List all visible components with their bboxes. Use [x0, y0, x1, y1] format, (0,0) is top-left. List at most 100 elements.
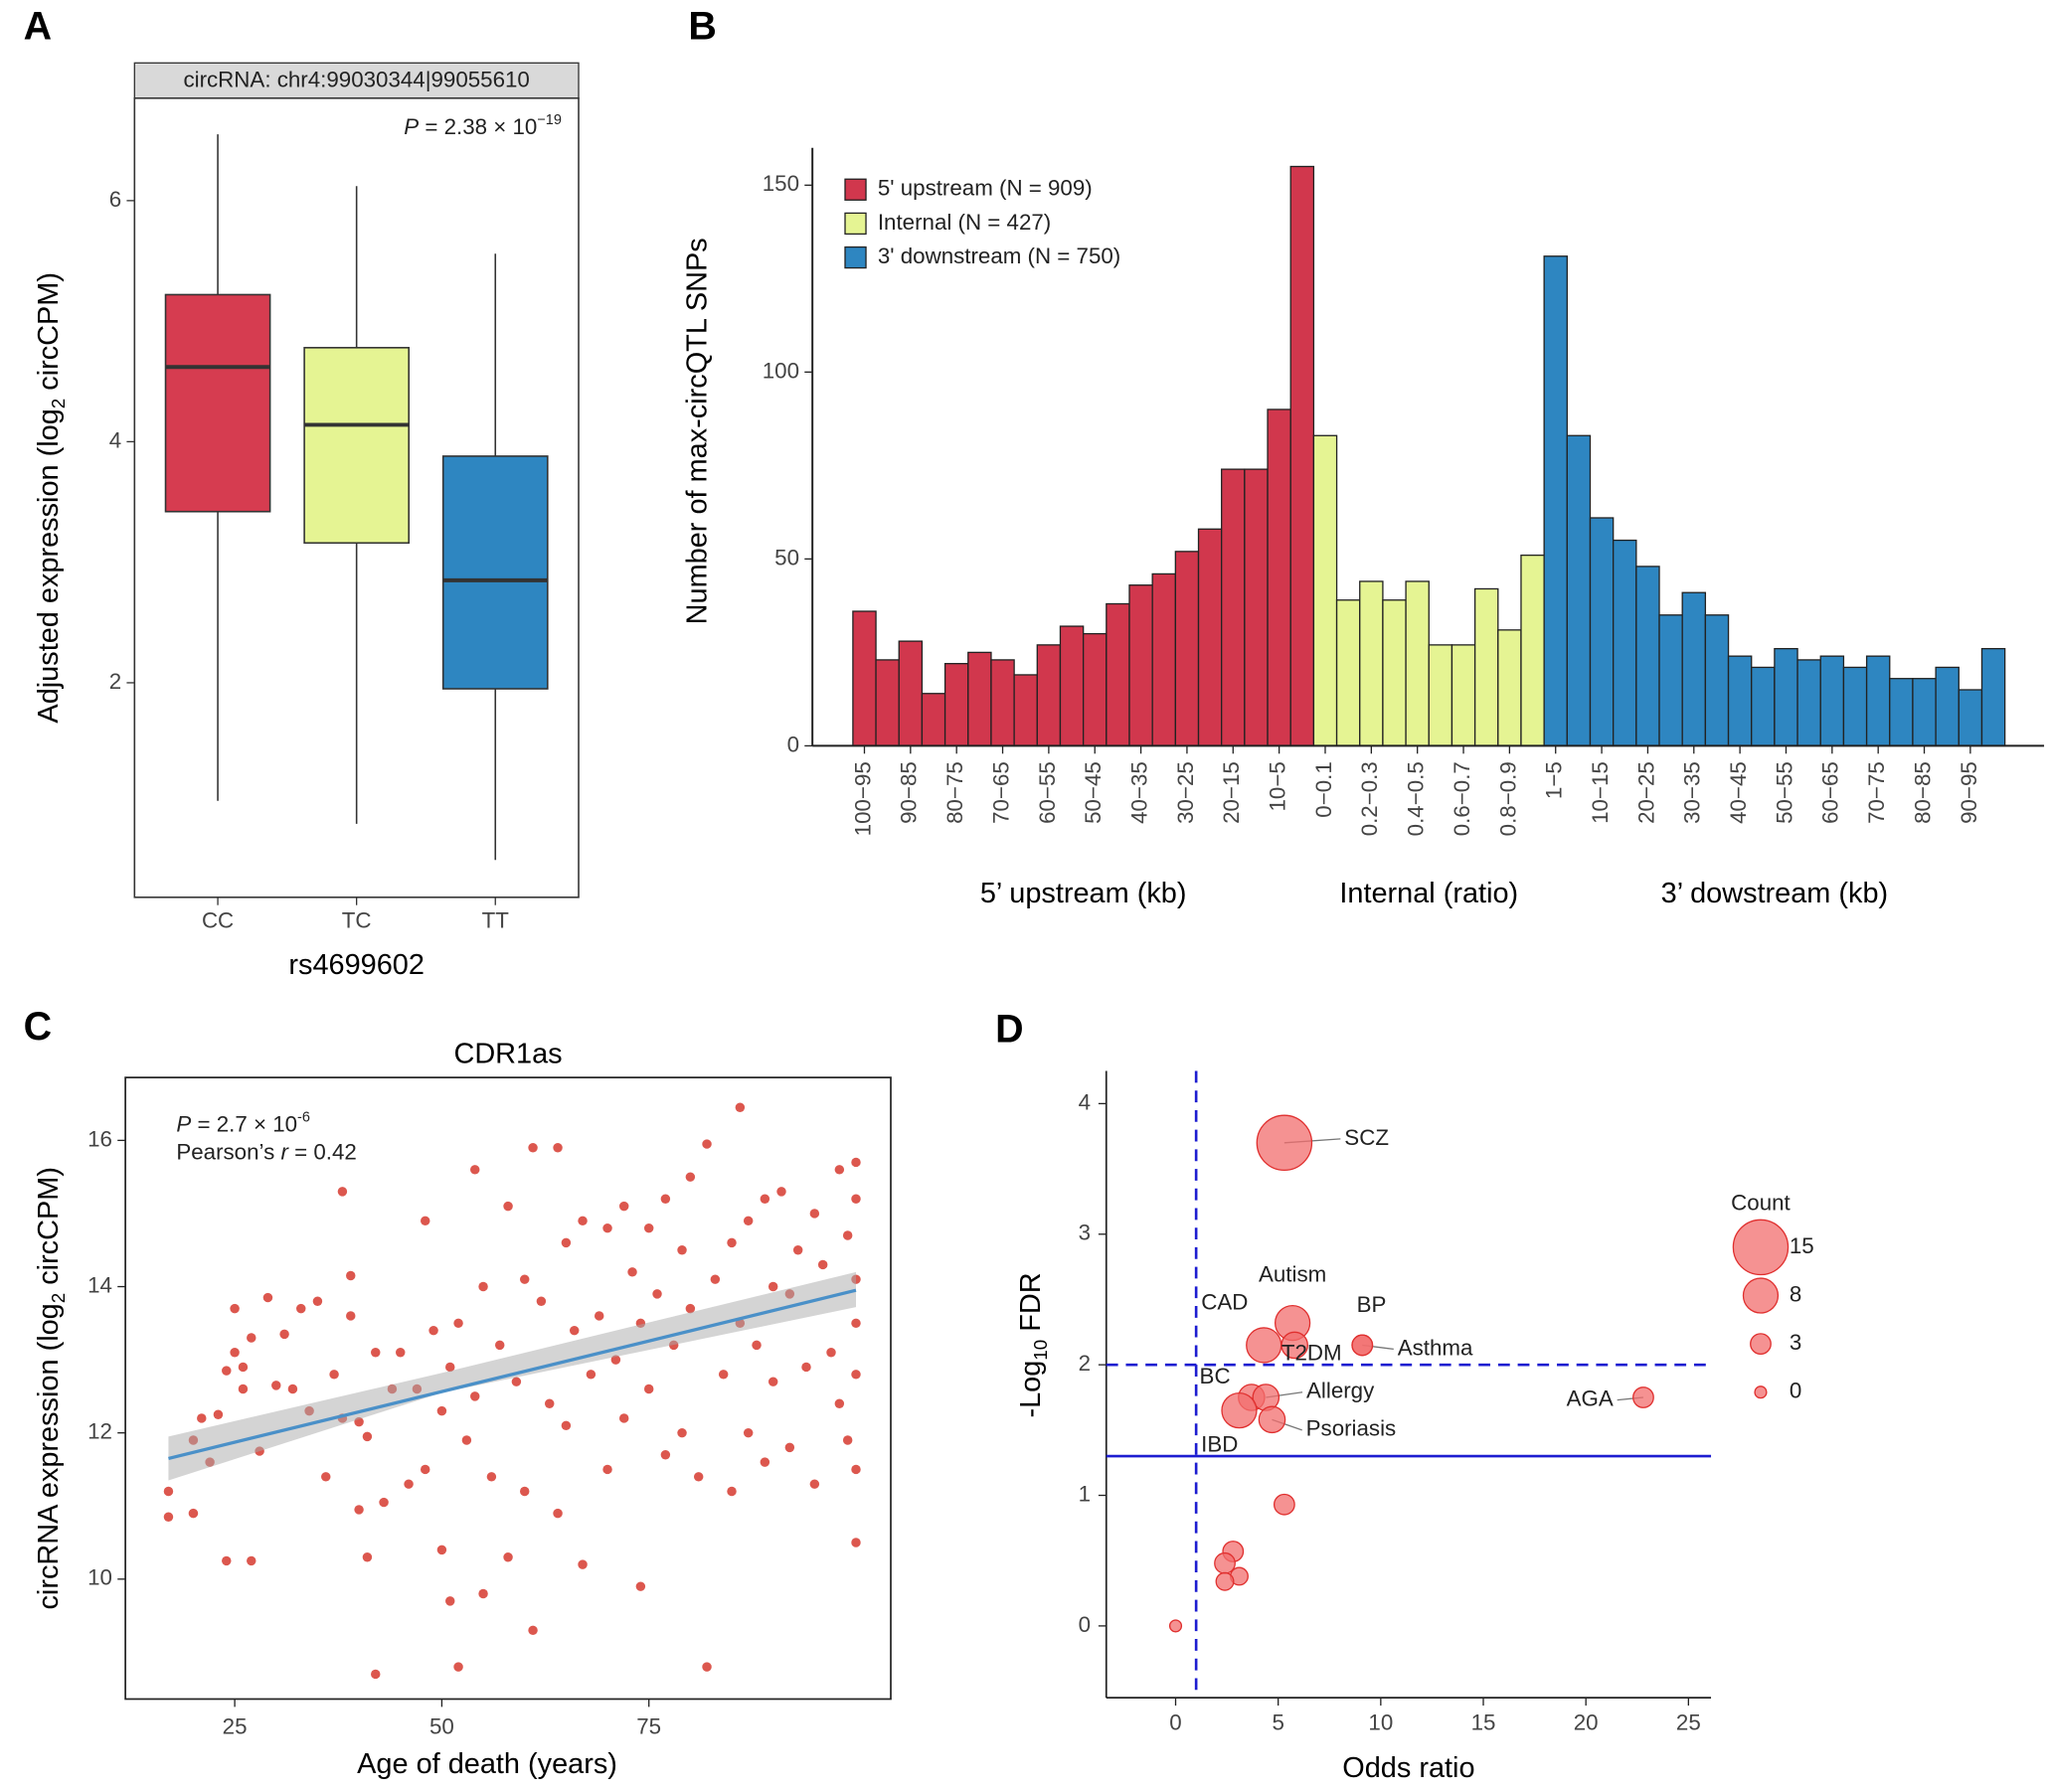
bar: [1842, 666, 1868, 747]
bar: [1106, 602, 1130, 747]
bar: [1359, 580, 1384, 747]
x-axis-title: Age of death (years): [357, 1748, 617, 1780]
x-tick-label: 25: [1676, 1710, 1701, 1734]
point: [586, 1370, 597, 1380]
bar: [1865, 655, 1891, 747]
point: [287, 1384, 298, 1394]
point: [553, 1508, 563, 1519]
annotation: P = 2.38 × 10−19: [404, 112, 562, 139]
point: [503, 1552, 513, 1562]
point: [428, 1325, 438, 1336]
point: [809, 1479, 820, 1489]
point: [436, 1545, 447, 1555]
box: [441, 455, 549, 690]
legend-bubble: [1750, 1333, 1772, 1356]
point: [553, 1143, 563, 1153]
point: [594, 1311, 604, 1321]
legend-title: Count: [1731, 1190, 1791, 1215]
point: [271, 1381, 281, 1390]
y-tick-label: 4: [1079, 1089, 1091, 1114]
bar: [1566, 434, 1592, 747]
point: [511, 1377, 522, 1386]
point: [743, 1427, 754, 1438]
y-tick-label: 50: [774, 545, 799, 570]
y-tick-label: 1: [1079, 1481, 1091, 1506]
y-tick-label: 10: [87, 1565, 112, 1590]
bar: [1589, 517, 1615, 747]
legend-label: 5' upstream (N = 909): [878, 176, 1093, 201]
point: [519, 1274, 530, 1284]
y-tick-label: 0: [1079, 1612, 1091, 1637]
point: [453, 1662, 463, 1672]
x-tick-label: 30−35: [1680, 761, 1705, 824]
panel-label: D: [995, 1008, 1023, 1052]
point: [851, 1157, 861, 1168]
legend-label: 8: [1790, 1281, 1801, 1306]
point: [296, 1303, 306, 1314]
bubble: [1215, 1571, 1235, 1591]
x-tick-label: 1−5: [1542, 761, 1567, 799]
x-tick-label: 10−5: [1266, 761, 1290, 811]
bar: [1819, 655, 1845, 747]
bubble: [1168, 1619, 1183, 1633]
bubble: [1351, 1334, 1374, 1357]
point: [445, 1362, 455, 1373]
point: [371, 1348, 381, 1358]
bar: [1613, 539, 1637, 747]
bar: [852, 610, 877, 747]
point: [677, 1245, 687, 1255]
point: [503, 1201, 513, 1212]
text-part: FDR: [1015, 1272, 1047, 1339]
bar: [875, 659, 900, 747]
point: [602, 1222, 612, 1233]
point: [362, 1431, 373, 1442]
point: [436, 1405, 447, 1416]
point: [536, 1296, 547, 1306]
bar: [1889, 678, 1914, 747]
point: [842, 1230, 853, 1240]
x-tick-label: 75: [636, 1713, 661, 1738]
point: [801, 1362, 811, 1373]
bar: [1405, 580, 1430, 747]
point: [602, 1464, 612, 1475]
point-label: BC: [1200, 1364, 1231, 1388]
point: [618, 1201, 629, 1212]
bubble: [1246, 1327, 1282, 1364]
y-tick-label: 12: [87, 1419, 112, 1444]
point: [569, 1325, 580, 1336]
legend-bubble: [1754, 1385, 1768, 1399]
bar: [990, 659, 1015, 747]
point: [660, 1194, 671, 1204]
y-tick-label: 150: [763, 171, 799, 196]
point: [470, 1165, 480, 1175]
point: [421, 1464, 430, 1475]
text-part: = 2.7 × 10: [191, 1112, 297, 1137]
bubble: [1258, 1405, 1286, 1434]
bar: [1704, 614, 1730, 747]
bar: [1382, 599, 1407, 747]
x-tick-label: 0.8−0.9: [1495, 761, 1520, 836]
bar: [1082, 632, 1108, 747]
bar: [1681, 591, 1707, 747]
legend-label: 15: [1790, 1233, 1814, 1258]
point: [610, 1355, 621, 1365]
point-label: CAD: [1201, 1289, 1248, 1314]
point: [197, 1413, 207, 1423]
point: [321, 1472, 331, 1482]
text-part: circCPM): [33, 1167, 65, 1293]
legend-bubble: [1742, 1277, 1780, 1314]
text-part: Pearson’s: [176, 1139, 280, 1164]
point-label: Asthma: [1398, 1335, 1473, 1360]
bar: [943, 663, 969, 747]
y-axis-title: -Log10 FDR: [1015, 1272, 1052, 1417]
bar: [1635, 566, 1660, 747]
bubble: [1280, 1331, 1308, 1360]
text-part: P: [176, 1112, 191, 1137]
point: [222, 1555, 232, 1566]
x-tick-label: 40−35: [1126, 761, 1151, 824]
text-part: 2: [48, 399, 69, 408]
point: [809, 1209, 820, 1219]
point: [312, 1296, 323, 1306]
point: [718, 1370, 729, 1380]
point: [445, 1596, 455, 1606]
